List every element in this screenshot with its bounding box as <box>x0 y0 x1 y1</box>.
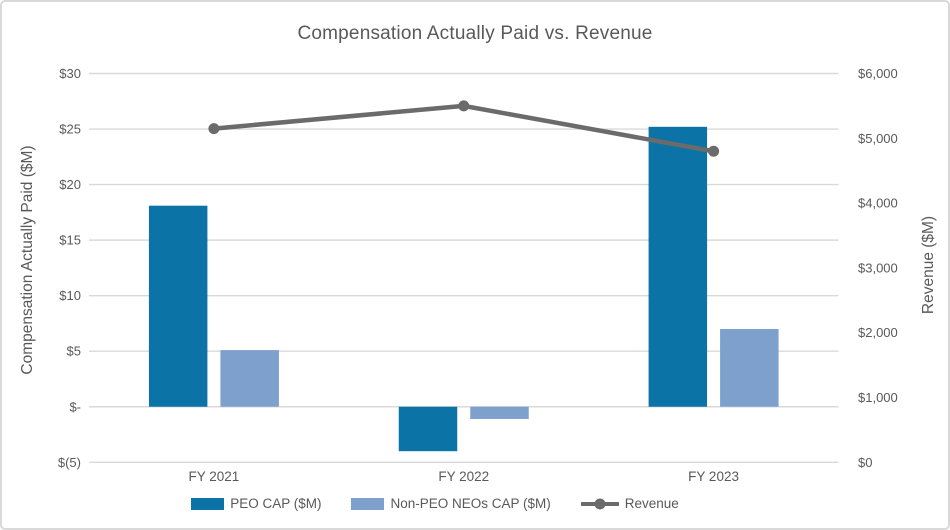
legend: PEO CAP ($M) Non-PEO NEOs CAP ($M) Reven… <box>2 496 948 511</box>
bar-peo-cap-fy-2021 <box>148 205 208 407</box>
legend-swatch-non-peo-neos-cap <box>351 497 385 510</box>
legend-item-revenue: Revenue <box>580 496 679 511</box>
bar-non-peo-neos-cap-fy-2023 <box>720 328 779 407</box>
right-axis-tick-5000: $5,000 <box>858 131 898 146</box>
legend-swatch-peo-cap <box>191 497 225 510</box>
left-axis-tick-30: $30 <box>59 66 81 81</box>
revenue-marker-fy-2022 <box>458 100 470 112</box>
left-axis-tick-10: $10 <box>59 288 81 303</box>
right-axis-tick-4000: $4,000 <box>858 196 898 211</box>
legend-item-non-peo-neos-cap: Non-PEO NEOs CAP ($M) <box>351 496 551 511</box>
category-label-fy-2022: FY 2022 <box>438 469 489 484</box>
right-axis-tick-2000: $2,000 <box>858 325 898 340</box>
left-axis-tick-25: $25 <box>59 122 81 137</box>
left-axis-tick--5: $(5) <box>58 455 81 470</box>
revenue-marker-fy-2021 <box>208 123 220 135</box>
right-axis-tick-0: $0 <box>858 455 872 470</box>
bar-peo-cap-fy-2023 <box>648 126 708 407</box>
left-axis-tick-20: $20 <box>59 177 81 192</box>
bar-non-peo-neos-cap-fy-2022 <box>470 406 529 419</box>
legend-label-revenue: Revenue <box>624 496 679 511</box>
right-axis-tick-3000: $3,000 <box>858 260 898 275</box>
category-label-fy-2021: FY 2021 <box>189 469 240 484</box>
legend-label-peo-cap: PEO CAP ($M) <box>230 496 322 511</box>
legend-label-non-peo-neos-cap: Non-PEO NEOs CAP ($M) <box>390 496 551 511</box>
legend-swatch-revenue-marker-icon <box>594 498 606 509</box>
category-label-fy-2023: FY 2023 <box>688 469 739 484</box>
bar-peo-cap-fy-2022 <box>398 406 458 452</box>
legend-item-peo-cap: PEO CAP ($M) <box>191 496 321 511</box>
left-axis-tick-5: $5 <box>67 344 81 359</box>
left-axis-tick-15: $15 <box>59 233 81 248</box>
left-axis-tick-0: $- <box>69 399 81 414</box>
chart-title: Compensation Actually Paid vs. Revenue <box>297 23 653 44</box>
revenue-marker-fy-2023 <box>708 145 720 157</box>
right-axis-tick-1000: $1,000 <box>858 390 898 405</box>
legend-swatch-revenue-line <box>580 498 619 509</box>
right-axis-tick-6000: $6,000 <box>858 66 898 81</box>
bar-non-peo-neos-cap-fy-2021 <box>220 350 279 407</box>
